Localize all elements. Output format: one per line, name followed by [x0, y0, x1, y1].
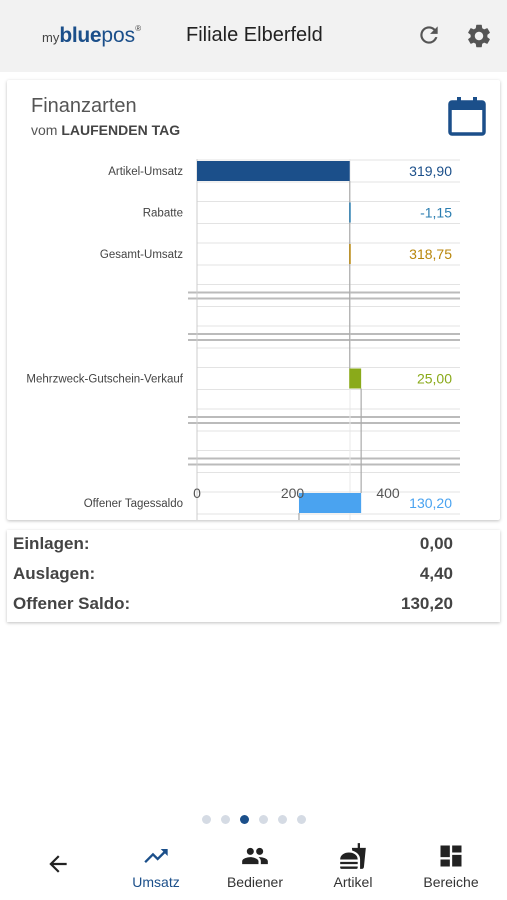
category-label: Artikel-Umsatz — [108, 166, 183, 178]
data-label: 318,75 — [409, 246, 452, 262]
page-indicator — [0, 811, 507, 829]
page-dot[interactable] — [201, 815, 211, 824]
people-icon — [242, 847, 268, 865]
summary-row-auslagen: Auslagen: 4,40 — [13, 564, 453, 588]
nav-back[interactable] — [8, 836, 108, 900]
logo-blue: blue — [59, 24, 102, 47]
nav-label: Umsatz — [132, 874, 180, 890]
summary-value: 4,40 — [419, 564, 453, 583]
summary-row-einlagen: Einlagen: 0,00 — [13, 534, 453, 558]
nav-label: Bereiche — [423, 874, 479, 890]
chart-bar — [349, 368, 362, 389]
summary-value: 0,00 — [419, 534, 453, 553]
category-label: Offener Tagessaldo — [84, 498, 183, 510]
logo-pos: pos — [101, 24, 136, 47]
nav-bediener[interactable]: Bediener — [205, 836, 305, 900]
category-label: Rabatte — [143, 208, 183, 220]
nav-label: Bediener — [226, 874, 284, 890]
x-tick-label: 0 — [193, 485, 201, 501]
x-tick-label: 400 — [376, 485, 400, 501]
calendar-icon[interactable] — [448, 96, 486, 136]
app-logo: mybluepos® — [42, 24, 141, 48]
data-label: -1,15 — [420, 205, 452, 221]
card-title: Finanzarten — [31, 95, 137, 117]
dashboard-icon — [440, 845, 462, 867]
subtitle-prefix: vom — [31, 122, 58, 138]
back-arrow-icon — [49, 855, 67, 873]
finance-card: Finanzarten vom LAUFENDEN TAG — [7, 80, 500, 520]
food-icon — [340, 843, 366, 869]
summary-row-offener-saldo: Offener Saldo: 130,20 — [13, 594, 453, 618]
x-tick-label: 200 — [281, 485, 305, 501]
card-subtitle: vom LAUFENDEN TAG — [31, 122, 180, 138]
data-label: 319,90 — [409, 163, 452, 179]
store-name: Filiale Elberfeld — [186, 24, 323, 46]
summary-label: Einlagen: — [13, 534, 90, 553]
summary-label: Auslagen: — [13, 564, 96, 583]
page-dot[interactable] — [258, 815, 268, 824]
page-dot-active[interactable] — [239, 815, 249, 824]
page-dot[interactable] — [220, 815, 230, 824]
summary-label: Offener Saldo: — [13, 594, 131, 613]
summary-panel: Einlagen: 0,00 Auslagen: 4,40 Offener Sald… — [7, 530, 500, 622]
category-label: Gesamt-Umsatz — [100, 249, 183, 261]
app-header: mybluepos® Filiale Elberfeld — [0, 0, 507, 72]
nav-artikel[interactable]: Artikel — [303, 836, 403, 900]
page-dot[interactable] — [296, 815, 306, 824]
trending-up-icon — [144, 849, 168, 863]
chart-bar — [349, 202, 351, 223]
category-label: Mehrzweck-Gutschein-Verkauf — [26, 374, 183, 386]
nav-label: Artikel — [333, 874, 373, 890]
bottom-navigation: Umsatz Bediener Artikel Bereiche — [0, 836, 507, 900]
nav-umsatz[interactable]: Umsatz — [106, 836, 206, 900]
chart-bar — [298, 493, 362, 513]
data-label: 25,00 — [417, 371, 452, 387]
logo-my: my — [42, 30, 60, 45]
page-dot[interactable] — [277, 815, 287, 824]
chart-bar — [349, 244, 351, 264]
chart-bar — [197, 161, 350, 181]
subtitle-period: LAUFENDEN TAG — [61, 122, 181, 138]
gear-icon[interactable] — [465, 22, 491, 48]
logo-registered: ® — [135, 24, 142, 33]
data-label: 130,20 — [409, 495, 452, 511]
summary-value: 130,20 — [401, 594, 453, 613]
nav-bereiche[interactable]: Bereiche — [401, 836, 501, 900]
finance-chart: Artikel-Umsatz 319,90 Rabatte -1,15 Gesamt-U… — [26, 159, 460, 520]
